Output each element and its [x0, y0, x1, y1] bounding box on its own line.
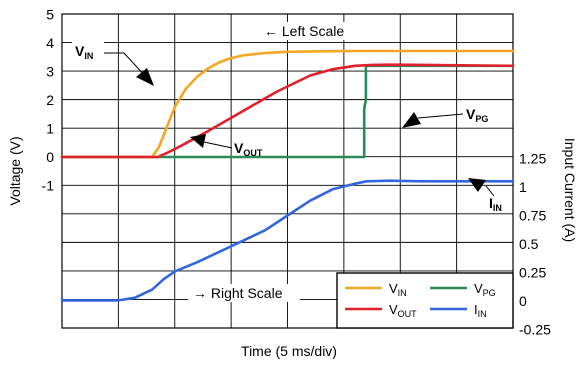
vin-callout-sub: IN: [84, 51, 93, 61]
right-tick-label: 0.5: [519, 236, 539, 252]
vout-callout-arrowhead: [190, 134, 206, 148]
left-scale-bg: [258, 22, 362, 40]
right-scale-bg: [188, 284, 300, 302]
right-tick-label: 0: [519, 293, 527, 309]
iin-callout-sub: IN: [493, 203, 502, 213]
vin-callout-label: VIN: [75, 43, 93, 61]
left-scale-annotation: ← Left Scale: [264, 23, 344, 39]
vout-callout-main: V: [234, 140, 244, 156]
legend: VIN VPG VOUT IIN: [336, 272, 514, 329]
vpg-callout-arrowhead: [402, 112, 421, 128]
series-layer: [60, 49, 515, 302]
vin-callout-arrowhead: [136, 68, 154, 86]
iin-callout-main: I: [489, 195, 493, 211]
right-scale-annotation: → Right Scale: [193, 285, 283, 301]
right-tick-label: 0.25: [519, 265, 546, 281]
series-line-vin: [60, 49, 515, 159]
vpg-callout-sub: PG: [475, 114, 488, 124]
iin-callout-label: IIN: [489, 195, 502, 213]
left-tick-label: 0: [46, 149, 54, 165]
vout-callout-label: VOUT: [234, 140, 263, 158]
iin-callout-arrow: [485, 185, 495, 197]
left-tick-label: 2: [46, 92, 54, 108]
x-axis-label: Time (5 ms/div): [241, 343, 337, 359]
legend-label: VIN: [389, 281, 407, 298]
vout-callout-sub: OUT: [243, 148, 263, 158]
left-tick-label: -1: [42, 178, 55, 194]
right-tick-label: -0.25: [519, 322, 551, 338]
plot-frame: [61, 13, 514, 329]
series-line-iin: [60, 179, 515, 302]
series-line-vout: [60, 63, 515, 159]
legend-label: VOUT: [389, 302, 417, 319]
y-axis-label-left: Voltage (V): [7, 136, 23, 205]
vpg-callout-main: V: [466, 106, 476, 122]
legend-label: VPG: [474, 281, 496, 298]
right-tick-label: 1.25: [519, 151, 546, 167]
legend-label: IIN: [474, 302, 487, 319]
right-tick-label: 1: [519, 179, 527, 195]
right-tick-label: 0.75: [519, 208, 546, 224]
vin-callout-main: V: [75, 43, 85, 59]
y-axis-label-right: Input Current (A): [562, 138, 578, 242]
left-tick-label: 4: [46, 35, 54, 51]
left-tick-label: 3: [46, 64, 54, 80]
vpg-callout-label: VPG: [466, 106, 488, 124]
left-tick-label: 1: [46, 121, 54, 137]
left-tick-label: 5: [46, 7, 54, 23]
vpg-callout-arrow: [417, 113, 464, 119]
vout-callout-arrow: [203, 141, 233, 149]
vin-label-bg: [72, 41, 104, 59]
legend-box: [336, 272, 514, 329]
tick-labels: 5 4 3 2 1 0 -1 1.25 1 0.75 0.5 0.25 0 -0.25: [42, 7, 552, 338]
iin-callout-arrowhead: [468, 178, 486, 192]
